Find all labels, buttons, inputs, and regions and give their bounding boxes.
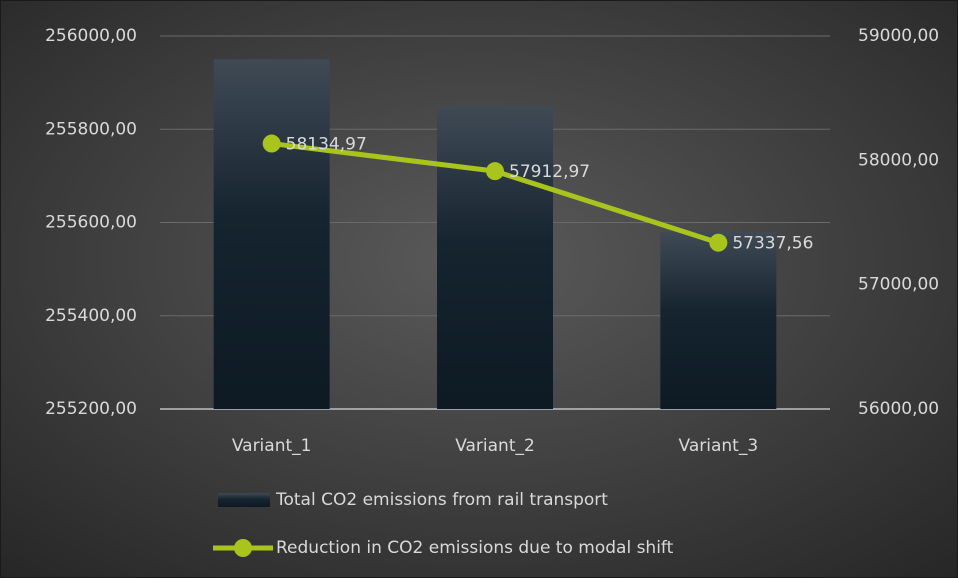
x-tick-label: Variant_3 [679,436,759,456]
y-tick-label: 255800,00 [45,119,137,139]
y-tick-label: 255200,00 [45,399,137,419]
x-tick-label: Variant_2 [455,436,535,456]
y-tick-label: 255400,00 [45,306,137,326]
bar [660,231,777,409]
legend-label: Total CO2 emissions from rail transport [275,490,608,510]
y-tick-label: 256000,00 [45,26,137,46]
y2-tick-label: 58000,00 [858,150,939,170]
y2-tick-label: 56000,00 [858,399,939,419]
x-tick-label: Variant_1 [232,436,312,456]
point [486,162,504,181]
legend-label: Reduction in CO2 emissions due to modal … [276,538,674,558]
point [709,233,728,252]
legend-swatch [218,493,270,507]
y2-tick-label: 59000,00 [858,26,939,46]
bar [213,59,330,409]
data-label: 57912,97 [509,162,590,182]
y2-tick-label: 57000,00 [858,275,939,295]
bar [437,105,553,409]
data-label: 58134,97 [286,135,367,155]
data-label: 57337,56 [732,234,813,254]
point [262,134,281,153]
legend-swatch-marker [234,539,252,557]
y-tick-label: 255600,00 [45,213,137,233]
